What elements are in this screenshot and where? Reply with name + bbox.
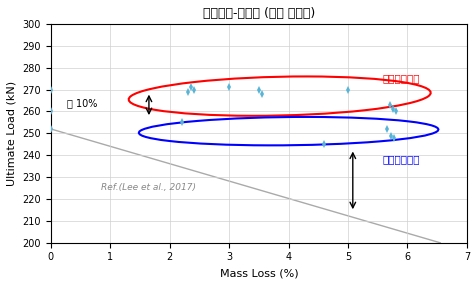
Text: 다선파괴모드: 다선파괴모드	[382, 74, 419, 84]
Title: 극한하중-부식률 (단면 손실률): 극한하중-부식률 (단면 손실률)	[202, 7, 314, 20]
Text: 약 10%: 약 10%	[67, 98, 98, 108]
X-axis label: Mass Loss (%): Mass Loss (%)	[219, 268, 298, 278]
Y-axis label: Ultimate Load (kN): Ultimate Load (kN)	[7, 81, 17, 186]
Text: Ref.(Lee et al., 2017): Ref.(Lee et al., 2017)	[101, 183, 196, 192]
Text: 단선파괴모드: 단선파괴모드	[382, 154, 419, 165]
